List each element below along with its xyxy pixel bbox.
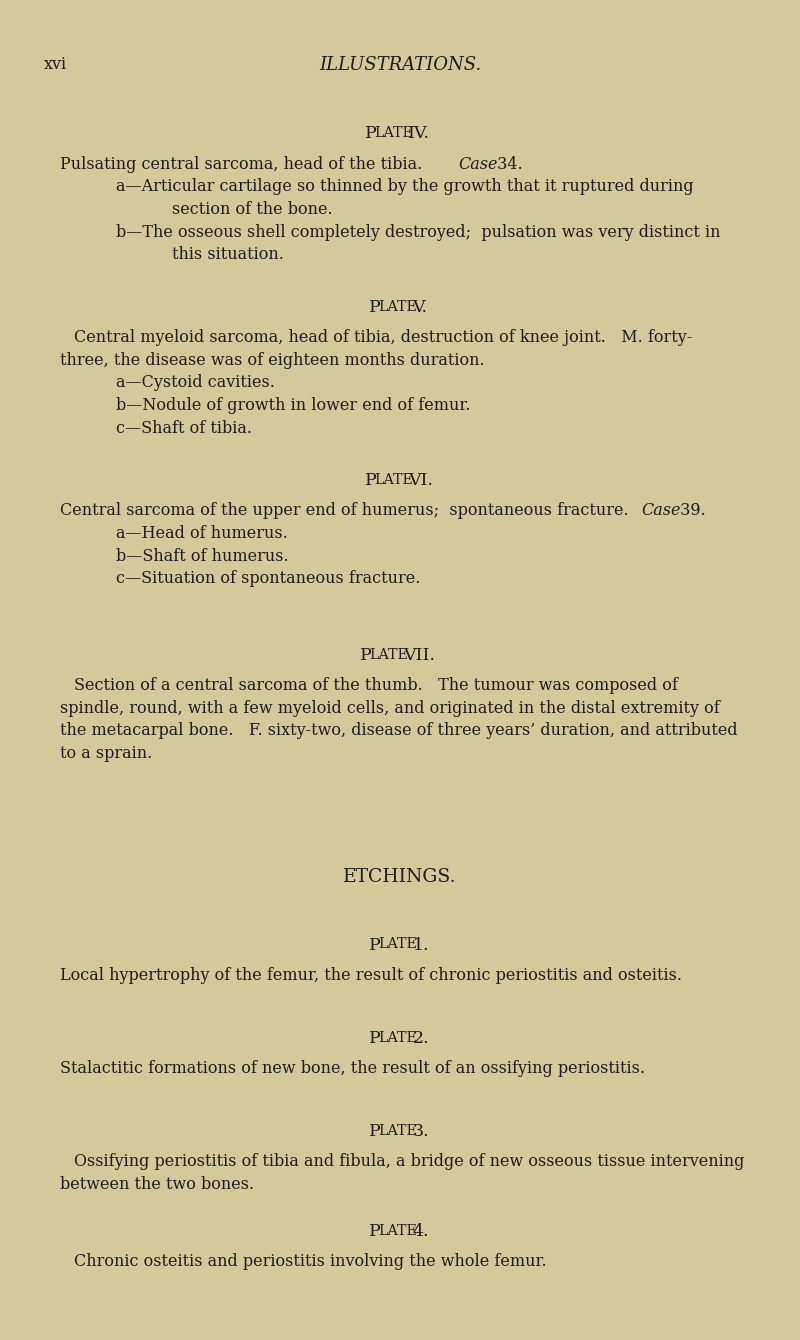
Text: IV.: IV. [408,126,430,142]
Text: ETCHINGS.: ETCHINGS. [343,868,457,886]
Text: Pulsating central sarcoma, head of the tibia.: Pulsating central sarcoma, head of the t… [60,155,438,173]
Text: LATE: LATE [370,647,408,662]
Text: LATE: LATE [378,1124,418,1138]
Text: 4.: 4. [413,1223,429,1240]
Text: 3.: 3. [413,1123,429,1140]
Text: Chronic osteitis and periostitis involving the whole femur.: Chronic osteitis and periostitis involvi… [74,1253,547,1270]
Text: P: P [370,1030,381,1047]
Text: P: P [370,299,381,316]
Text: P: P [360,647,372,663]
Text: ILLUSTRATIONS.: ILLUSTRATIONS. [319,56,481,74]
Text: V.: V. [413,299,427,316]
Text: P: P [370,1123,381,1140]
Text: the metacarpal bone.   F. sixty-two, disease of three years’ duration, and attri: the metacarpal bone. F. sixty-two, disea… [60,722,738,740]
Text: LATE: LATE [378,300,418,314]
Text: 2.: 2. [413,1030,429,1047]
Text: xvi: xvi [44,56,67,74]
Text: Case: Case [458,155,498,173]
Text: 1.: 1. [413,937,429,954]
Text: section of the bone.: section of the bone. [172,201,333,218]
Text: Section of a central sarcoma of the thumb.   The tumour was composed of: Section of a central sarcoma of the thum… [74,677,678,694]
Text: b—Shaft of humerus.: b—Shaft of humerus. [116,548,289,564]
Text: a—Cystoid cavities.: a—Cystoid cavities. [116,374,275,391]
Text: between the two bones.: between the two bones. [60,1177,254,1193]
Text: this situation.: this situation. [172,247,284,264]
Text: to a sprain.: to a sprain. [60,745,152,762]
Text: Central sarcoma of the upper end of humerus;  spontaneous fracture.: Central sarcoma of the upper end of hume… [60,502,644,520]
Text: Stalactitic formations of new bone, the result of an ossifying periostitis.: Stalactitic formations of new bone, the … [60,1060,645,1077]
Text: P: P [370,937,381,954]
Text: b—Nodule of growth in lower end of femur.: b—Nodule of growth in lower end of femur… [116,397,470,414]
Text: LATE: LATE [374,126,413,141]
Text: a—Head of humerus.: a—Head of humerus. [116,525,288,541]
Text: three, the disease was of eighteen months duration.: three, the disease was of eighteen month… [60,351,485,369]
Text: VII.: VII. [403,647,435,663]
Text: Ossifying periostitis of tibia and fibula, a bridge of new osseous tissue interv: Ossifying periostitis of tibia and fibul… [74,1154,745,1170]
Text: c—Situation of spontaneous fracture.: c—Situation of spontaneous fracture. [116,571,420,587]
Text: VI.: VI. [408,472,433,489]
Text: LATE: LATE [374,473,413,486]
Text: Central myeloid sarcoma, head of tibia, destruction of knee joint.   M. forty-: Central myeloid sarcoma, head of tibia, … [74,330,693,346]
Text: spindle, round, with a few myeloid cells, and originated in the distal extremity: spindle, round, with a few myeloid cells… [60,699,720,717]
Text: LATE: LATE [378,938,418,951]
Text: P: P [370,1223,381,1240]
Text: a—Articular cartilage so thinned by the growth that it ruptured during: a—Articular cartilage so thinned by the … [116,178,694,196]
Text: LATE: LATE [378,1030,418,1045]
Text: P: P [365,472,377,489]
Text: b—The osseous shell completely destroyed;  pulsation was very distinct in: b—The osseous shell completely destroyed… [116,224,721,241]
Text: LATE: LATE [378,1223,418,1238]
Text: Case: Case [642,502,681,520]
Text: 34.: 34. [492,155,522,173]
Text: Local hypertrophy of the femur, the result of chronic periostitis and osteitis.: Local hypertrophy of the femur, the resu… [60,967,682,984]
Text: 39.: 39. [674,502,706,520]
Text: c—Shaft of tibia.: c—Shaft of tibia. [116,419,252,437]
Text: P: P [365,126,377,142]
